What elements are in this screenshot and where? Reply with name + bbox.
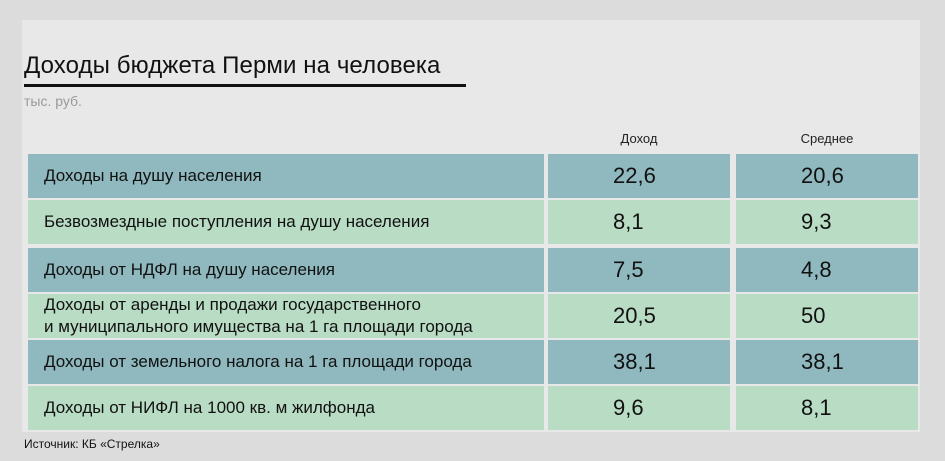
title-underline [24, 84, 466, 87]
unit-label: тыс. руб. [24, 93, 82, 109]
table-row: Безвозмездные поступления на душу населе… [0, 200, 945, 244]
row-label: Доходы от НДФЛ на душу населения [28, 248, 544, 292]
income-value: 20,5 [548, 294, 730, 338]
row-label: Доходы на душу населения [28, 154, 544, 198]
column-header-average: Среднее [800, 131, 854, 146]
row-label: Доходы от земельного налога на 1 га площ… [28, 340, 544, 384]
average-value: 9,3 [736, 200, 918, 244]
table-row: Доходы от земельного налога на 1 га площ… [0, 340, 945, 384]
average-value: 8,1 [736, 386, 918, 430]
average-value: 20,6 [736, 154, 918, 198]
income-value: 8,1 [548, 200, 730, 244]
income-value: 22,6 [548, 154, 730, 198]
chart-title: Доходы бюджета Перми на человека [24, 52, 441, 79]
source-note: Источник: КБ «Стрелка» [24, 437, 160, 451]
table-row: Доходы от НДФЛ на душу населения 7,5 4,8 [0, 248, 945, 292]
income-value: 38,1 [548, 340, 730, 384]
average-value: 50 [736, 294, 918, 338]
table-row: Доходы на душу населения 22,6 20,6 [0, 154, 945, 198]
row-label: Доходы от аренды и продажи государственн… [28, 294, 544, 338]
row-label: Безвозмездные поступления на душу населе… [28, 200, 544, 244]
income-value: 9,6 [548, 386, 730, 430]
column-header-income: Доход [620, 131, 658, 146]
table-row: Доходы от аренды и продажи государственн… [0, 294, 945, 338]
table-row: Доходы от НИФЛ на 1000 кв. м жилфонда 9,6… [0, 386, 945, 430]
row-label: Доходы от НИФЛ на 1000 кв. м жилфонда [28, 386, 544, 430]
average-value: 4,8 [736, 248, 918, 292]
average-value: 38,1 [736, 340, 918, 384]
income-value: 7,5 [548, 248, 730, 292]
